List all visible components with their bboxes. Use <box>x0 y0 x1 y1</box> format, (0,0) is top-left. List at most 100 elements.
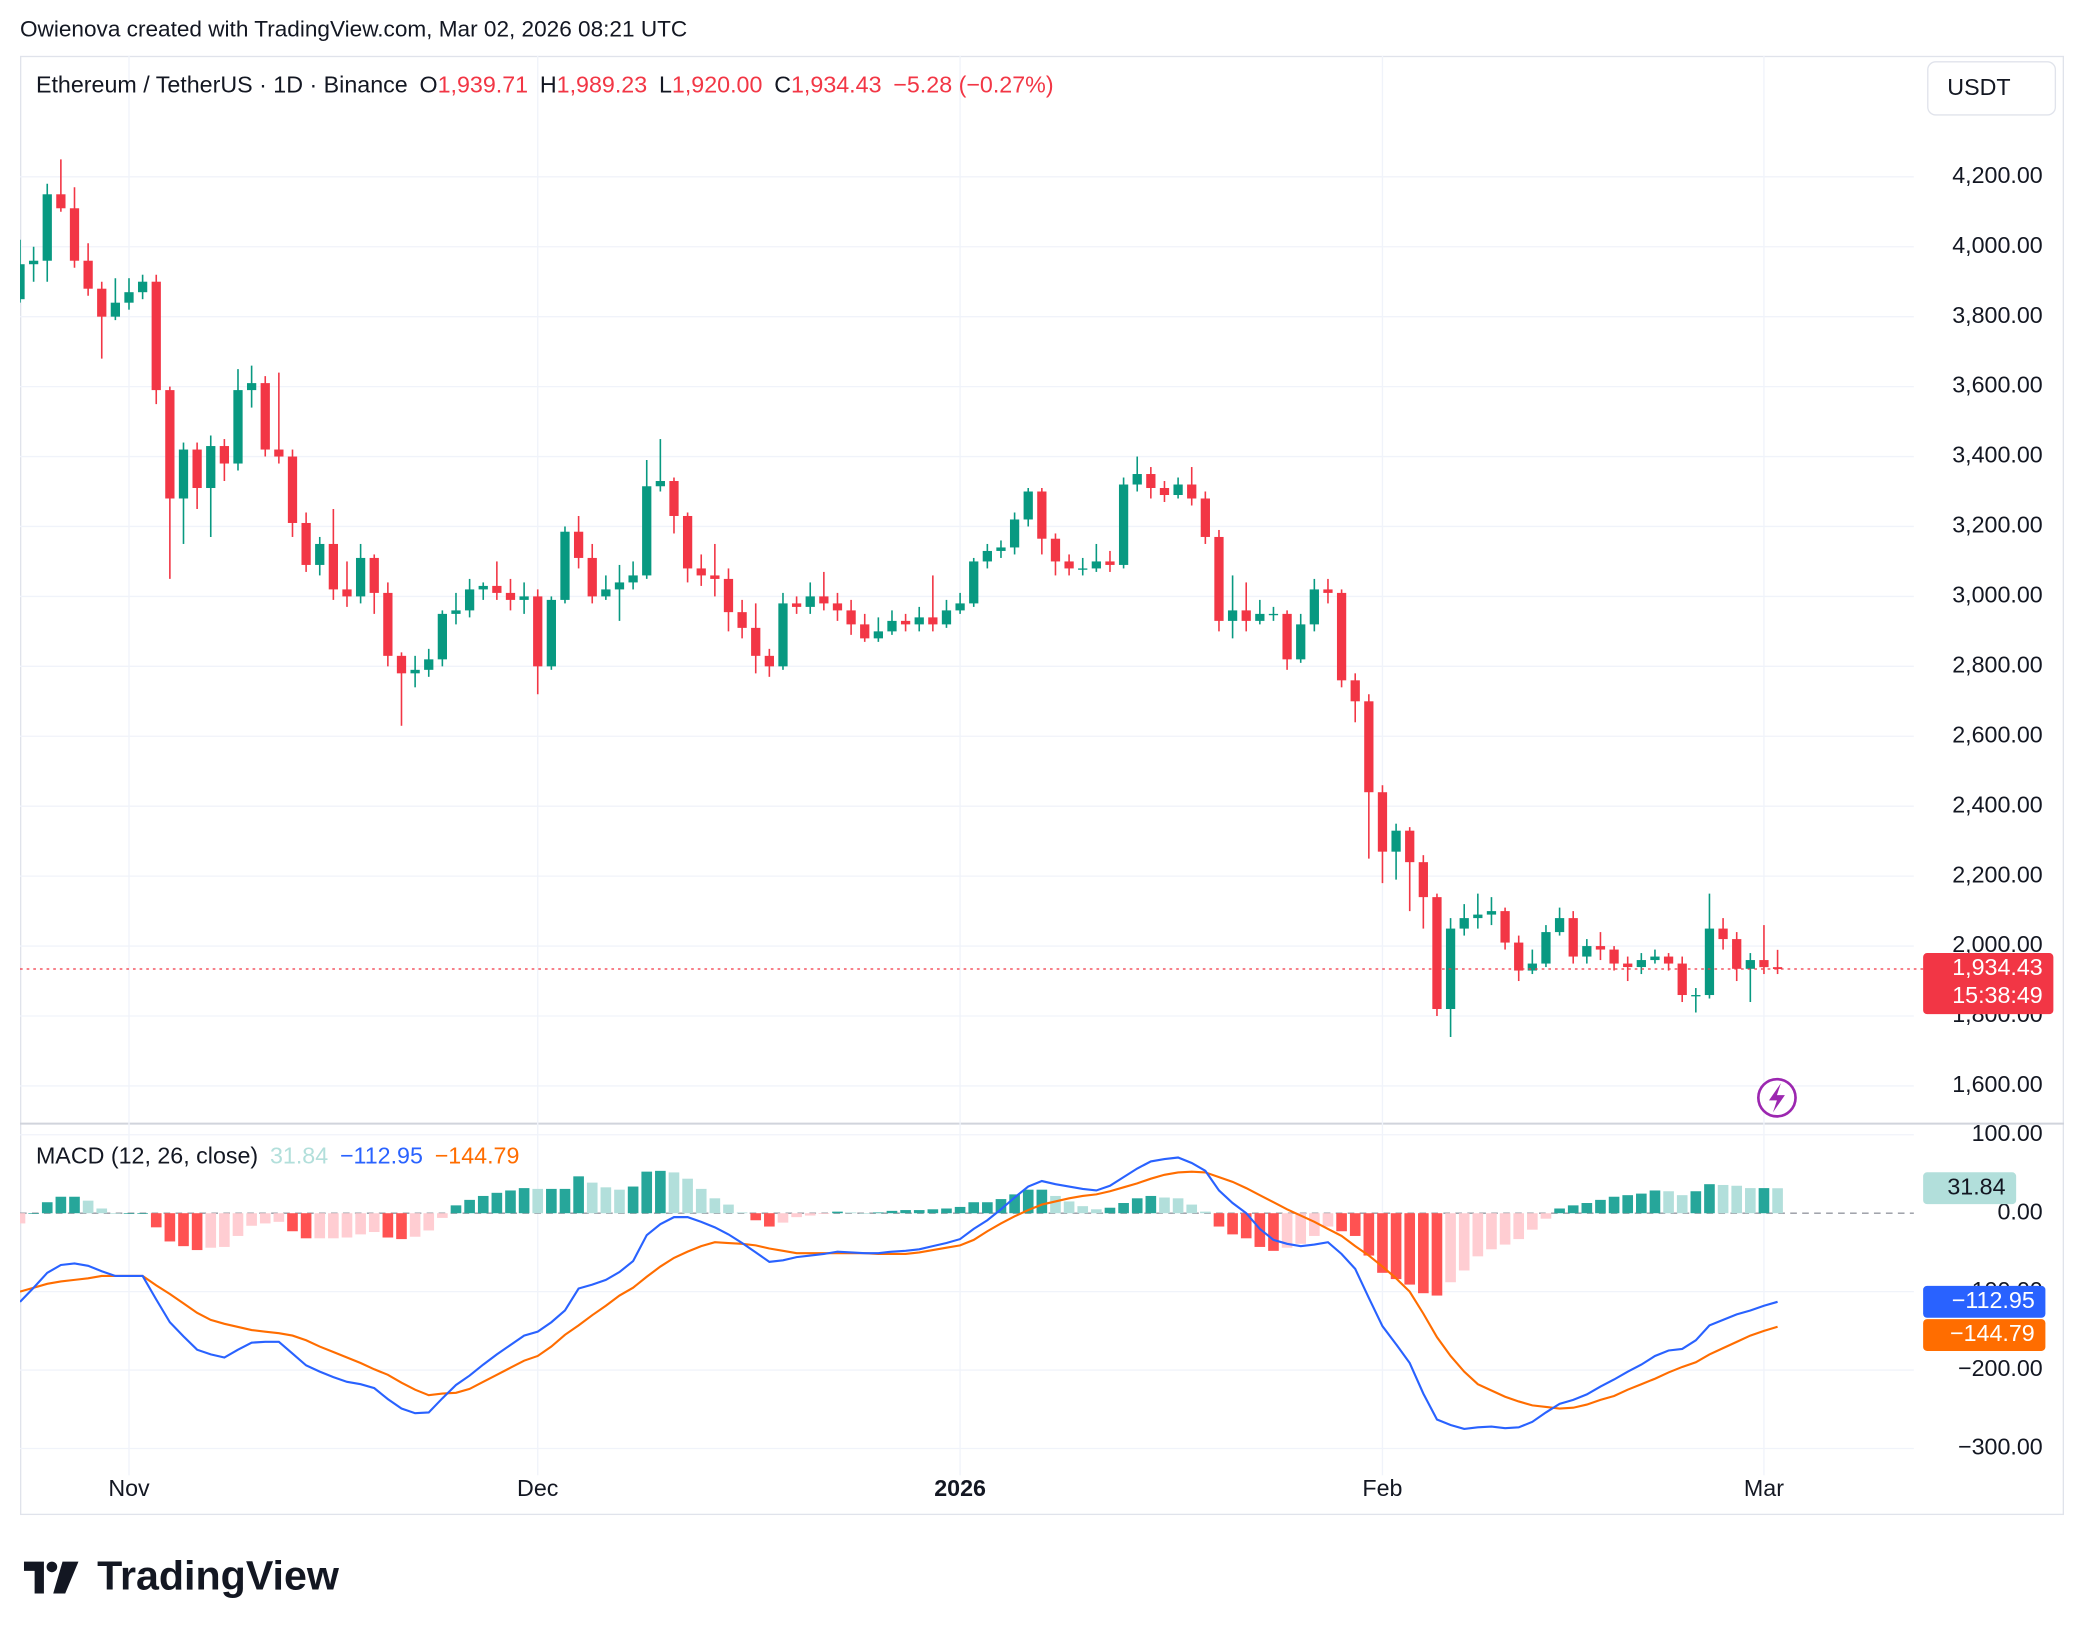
candle-body <box>410 669 420 674</box>
histogram-bar <box>28 1213 39 1214</box>
histogram-bar <box>873 1212 884 1214</box>
candle-body <box>451 610 461 614</box>
candle-body <box>1187 484 1197 499</box>
ohlc-value: 1,939.71 <box>438 72 529 98</box>
histogram-bar <box>927 1209 939 1214</box>
histogram-bar <box>1050 1195 1061 1214</box>
candle-body <box>110 302 121 317</box>
histogram-bar <box>150 1213 162 1228</box>
histogram-value-label: 31.84 <box>1947 1173 2005 1199</box>
y-tick-label: 4,200.00 <box>1952 162 2043 188</box>
histogram-bar <box>641 1171 653 1214</box>
histogram-bar <box>205 1213 217 1248</box>
candle-body <box>1255 613 1265 621</box>
histogram-bar <box>1077 1206 1089 1214</box>
histogram-bar <box>368 1213 380 1233</box>
histogram-bar <box>123 1213 135 1214</box>
histogram-bar <box>832 1211 843 1214</box>
histogram-bar <box>736 1212 748 1214</box>
histogram-bar <box>137 1213 148 1214</box>
candle-body <box>1146 474 1156 489</box>
histogram-bar <box>982 1202 993 1214</box>
histogram-bar <box>1200 1211 1211 1214</box>
candle-body <box>764 655 774 667</box>
histogram-bar <box>586 1182 598 1214</box>
histogram-bar <box>941 1208 952 1214</box>
histogram-bar <box>1581 1203 1593 1214</box>
macd-pane <box>19 1156 1783 1430</box>
histogram-bar <box>764 1213 775 1227</box>
histogram-bar <box>1717 1184 1729 1214</box>
price-legend: Ethereum / TetherUS · 1D · Binance O1,93… <box>36 72 1054 98</box>
histogram-bar <box>627 1186 639 1214</box>
y-tick-label: 2,400.00 <box>1952 791 2043 817</box>
y-tick-label: 3,600.00 <box>1952 372 2043 398</box>
histogram-bar <box>82 1200 94 1214</box>
currency-box[interactable] <box>1927 61 2057 116</box>
candle-body <box>1227 610 1238 621</box>
candle-body <box>1214 536 1224 621</box>
y-tick-label: 100.00 <box>1972 1120 2043 1146</box>
histogram-bar <box>1118 1203 1129 1214</box>
candle-body <box>628 575 638 583</box>
histogram-bar <box>954 1206 966 1214</box>
histogram-bar <box>19 1213 26 1224</box>
histogram-bar <box>1336 1213 1347 1232</box>
histogram-bar <box>1486 1213 1497 1250</box>
candle-body <box>1745 960 1755 969</box>
signal-value: −144.79 <box>435 1143 520 1169</box>
y-tick-label: 3,400.00 <box>1952 442 2043 468</box>
candle-body <box>1636 960 1646 968</box>
histogram-bar <box>559 1188 571 1214</box>
histogram-bar <box>900 1210 911 1214</box>
histogram-bar <box>246 1213 257 1226</box>
histogram-bar <box>1472 1213 1484 1257</box>
candle-body <box>260 383 270 450</box>
histogram-bar <box>1309 1213 1320 1236</box>
macd-value: −112.95 <box>340 1143 423 1169</box>
candle-body <box>315 543 325 565</box>
currency[interactable]: USDT <box>1947 74 2010 100</box>
histogram-bar <box>232 1213 244 1236</box>
candle-body <box>505 592 516 600</box>
candle-body <box>437 613 447 660</box>
macd-value-label: −112.95 <box>1952 1287 2035 1313</box>
candle-body <box>1663 956 1674 964</box>
histogram-bar <box>328 1213 339 1239</box>
candle-body <box>369 557 379 593</box>
candle-body <box>1418 862 1428 898</box>
alert-bolt[interactable] <box>1768 1083 1785 1113</box>
histogram-value-box <box>1923 1172 2017 1205</box>
candle-body <box>519 596 529 600</box>
candle-body <box>1568 918 1578 957</box>
candle-body <box>928 617 938 625</box>
countdown: 15:38:49 <box>1952 982 2043 1008</box>
candle-body <box>1009 519 1020 548</box>
candle-body <box>1623 963 1633 968</box>
candle-body <box>328 543 338 590</box>
candle-body <box>124 292 134 303</box>
candle-body <box>655 481 665 487</box>
candle-body <box>1268 613 1279 616</box>
candle-body <box>805 596 815 607</box>
y-tick-label: 2,600.00 <box>1952 721 2043 747</box>
candle-body <box>1595 946 1606 950</box>
candle-body <box>982 550 992 562</box>
candle-body <box>1118 484 1129 565</box>
currency-button[interactable]: USDT <box>1927 61 2057 116</box>
candle-body <box>1023 491 1033 520</box>
histogram-bar <box>69 1196 80 1214</box>
symbol: Ethereum / TetherUS · 1D · Binance <box>36 72 408 98</box>
candle-body <box>56 194 66 209</box>
candle-body <box>573 531 584 558</box>
histogram-bar <box>1554 1208 1565 1214</box>
histogram-bar <box>1418 1213 1429 1294</box>
candle-body <box>137 281 148 293</box>
histogram-bar <box>859 1213 871 1214</box>
candle-body <box>1159 488 1170 496</box>
ohlc-key: L <box>659 72 672 98</box>
alert-icon[interactable] <box>1757 1077 1797 1118</box>
y-tick-label: 3,800.00 <box>1952 302 2043 328</box>
